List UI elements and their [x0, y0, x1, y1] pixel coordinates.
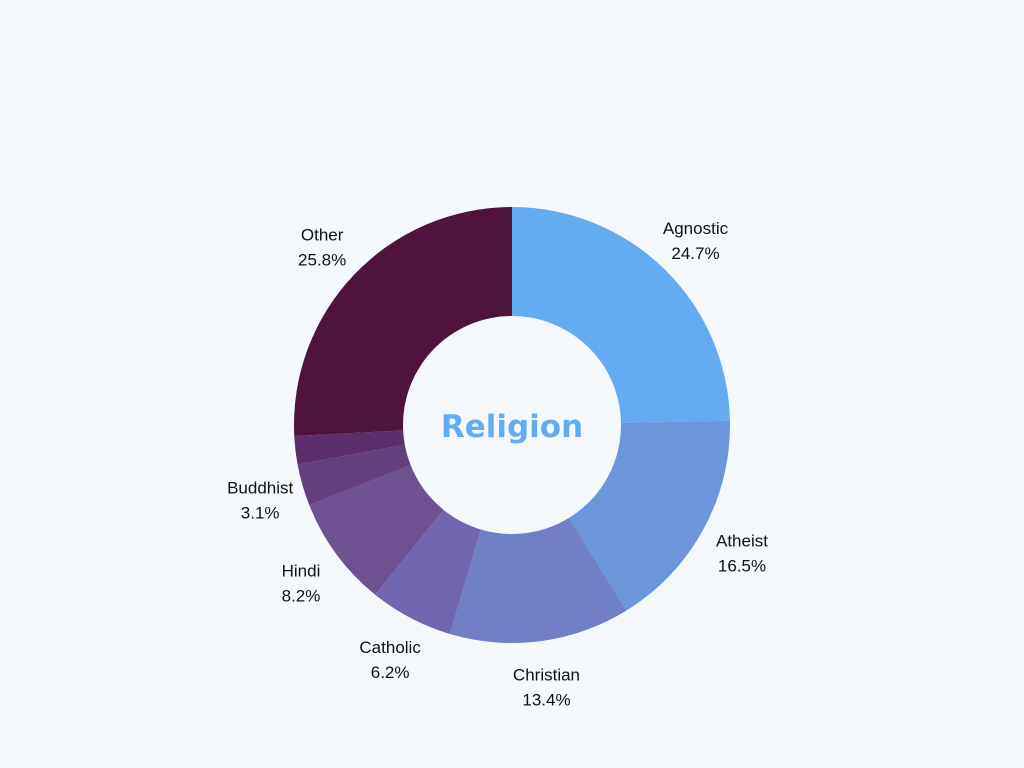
slice-other-7 — [293, 207, 512, 436]
slice-label-hindi: Hindi — [282, 561, 321, 580]
slice-value-atheist: 16.5% — [718, 556, 766, 575]
slice-label-catholic: Catholic — [359, 638, 421, 657]
slice-value-catholic: 6.2% — [371, 663, 410, 682]
slice-catholic-3 — [375, 509, 481, 634]
slice-label-atheist: Atheist — [716, 531, 768, 550]
slice-value-christian: 13.4% — [522, 691, 570, 710]
slice-hindi-4 — [309, 465, 444, 595]
labels-group: Agnostic 24.7% Atheist 16.5% Christian 13.4% C… — [227, 219, 768, 710]
slice-label-agnostic: Agnostic — [663, 219, 729, 238]
slice-value-agnostic: 24.7% — [671, 244, 719, 263]
slice-label-other: Other — [301, 225, 344, 244]
slice-buddhist-5 — [297, 444, 411, 506]
slice-agnostic-0 — [512, 207, 730, 423]
slices-group — [293, 207, 730, 643]
chart-title: Religion — [441, 409, 583, 445]
slice-label-christian: Christian — [513, 666, 580, 685]
slice-christian-2 — [449, 517, 627, 643]
slice-atheist-1 — [569, 420, 730, 611]
slice-value-buddhist: 3.1% — [241, 503, 280, 522]
slice-value-hindi: 8.2% — [282, 586, 321, 605]
slice-value-other: 25.8% — [298, 250, 346, 269]
slice-label-buddhist: Buddhist — [227, 478, 293, 497]
slice-unlabeled-6 — [294, 430, 405, 465]
